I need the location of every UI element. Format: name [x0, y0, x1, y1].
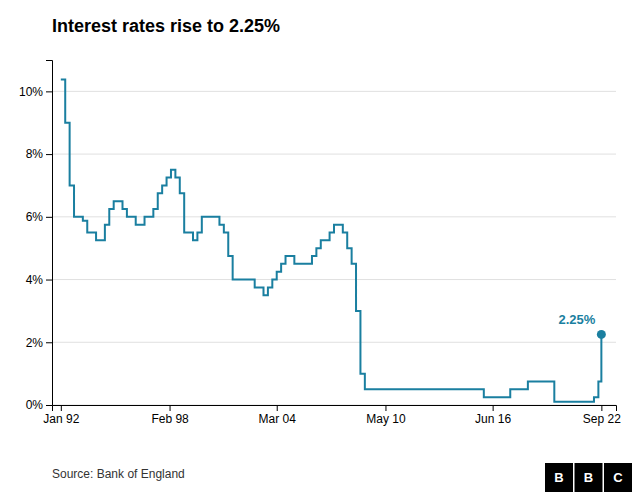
logo-box [575, 463, 603, 492]
annotation-text: 2.25% [558, 312, 595, 327]
y-tick-label: 10% [19, 85, 43, 99]
grid-line [52, 154, 616, 155]
y-tick: 10% [19, 85, 52, 99]
y-tick-mark [46, 91, 52, 92]
y-tick: 2% [26, 336, 52, 350]
logo-letter: B [554, 470, 563, 485]
y-tick-mark [46, 217, 52, 218]
annotation-dot [597, 330, 606, 339]
logo-box [604, 463, 632, 492]
y-tick-mark [46, 154, 52, 155]
y-axis: 0% 2% 4% 6% 8% 10% [19, 61, 53, 413]
x-tick-mark [277, 405, 278, 411]
grid-line [52, 91, 616, 92]
y-tick: 6% [26, 210, 52, 224]
logo-box [545, 463, 573, 492]
x-tick-label: Feb 98 [151, 412, 189, 426]
x-tick-label: Jun 16 [475, 412, 511, 426]
x-tick: Feb 98 [151, 405, 189, 426]
x-tick: May 10 [366, 405, 406, 426]
x-tick: Jun 16 [475, 405, 511, 426]
title: Interest rates rise to 2.25% [52, 16, 280, 36]
x-tick-label: Jan 92 [43, 412, 79, 426]
y-tick-mark [46, 405, 52, 406]
y-tick-label: 2% [26, 336, 44, 350]
grid [52, 91, 616, 405]
rate-line [61, 80, 602, 402]
x-tick: Mar 04 [259, 405, 297, 426]
annotations: 2.25% [558, 312, 595, 327]
y-tick: 4% [26, 273, 52, 287]
x-axis-line [53, 406, 617, 412]
logo-letter: B [584, 470, 593, 485]
chart-svg: 0% 2% 4% 6% 8% 10% Jan 92 Feb 98 Mar 04 May 10 Jun… [0, 0, 640, 500]
marks [61, 80, 606, 402]
y-tick: 8% [26, 147, 52, 161]
grid-line [52, 279, 616, 280]
grid-line [52, 342, 616, 343]
y-axis-line [46, 61, 53, 406]
logo-letter: C [613, 470, 623, 485]
x-tick-label: Mar 04 [259, 412, 297, 426]
source: Source: Bank of England [52, 467, 185, 481]
y-tick: 0% [26, 398, 52, 412]
logo: BBC [545, 463, 632, 492]
y-tick-label: 4% [26, 273, 44, 287]
y-tick-mark [46, 342, 52, 343]
x-axis: Jan 92 Feb 98 Mar 04 May 10 Jun 16 Sep 22 [43, 405, 621, 426]
x-tick: Sep 22 [583, 405, 621, 426]
y-tick-mark [46, 280, 52, 281]
y-tick-label: 8% [26, 147, 44, 161]
y-tick-label: 0% [26, 398, 44, 412]
x-tick-mark [170, 405, 171, 411]
x-tick-mark [385, 405, 386, 411]
x-tick-mark [493, 405, 494, 411]
plot-area: 0% 2% 4% 6% 8% 10% Jan 92 Feb 98 Mar 04 May 10 Jun… [19, 61, 621, 426]
x-tick-mark [61, 405, 62, 411]
y-tick-label: 6% [26, 210, 44, 224]
x-tick-label: Sep 22 [583, 412, 621, 426]
x-tick-label: May 10 [366, 412, 406, 426]
x-tick-mark [601, 405, 602, 411]
x-tick: Jan 92 [43, 405, 79, 426]
